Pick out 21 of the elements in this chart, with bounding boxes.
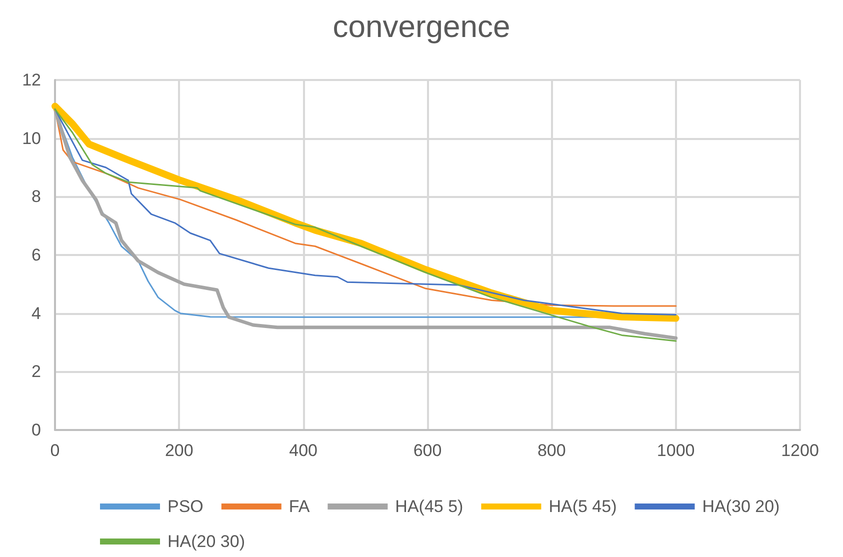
x-tick-label: 1200 xyxy=(781,441,819,460)
y-tick-label: 0 xyxy=(32,420,41,440)
x-tick-label: 1000 xyxy=(656,441,695,460)
x-tick-label: 0 xyxy=(50,441,60,460)
legend-label: HA(30 20) xyxy=(702,497,780,516)
y-tick-label: 6 xyxy=(32,246,41,264)
y-tick-label: 8 xyxy=(32,187,41,206)
legend-label: HA(5 45) xyxy=(548,497,617,516)
y-tick-label: 2 xyxy=(32,362,41,382)
y-tick-label: 4 xyxy=(32,304,41,323)
x-tick-label: 600 xyxy=(413,441,442,460)
x-tick-label: 400 xyxy=(289,441,318,460)
x-tick-label: 200 xyxy=(164,441,194,460)
legend-label: HA(45 5) xyxy=(395,497,464,516)
chart-title: convergence xyxy=(332,9,510,44)
legend-label: HA(20 30) xyxy=(168,532,245,551)
legend-label: PSO xyxy=(168,497,204,516)
x-tick-label: 800 xyxy=(537,441,566,460)
y-tick-label: 10 xyxy=(22,128,41,148)
y-tick-label: 12 xyxy=(22,70,41,90)
legend-label: FA xyxy=(288,497,310,516)
